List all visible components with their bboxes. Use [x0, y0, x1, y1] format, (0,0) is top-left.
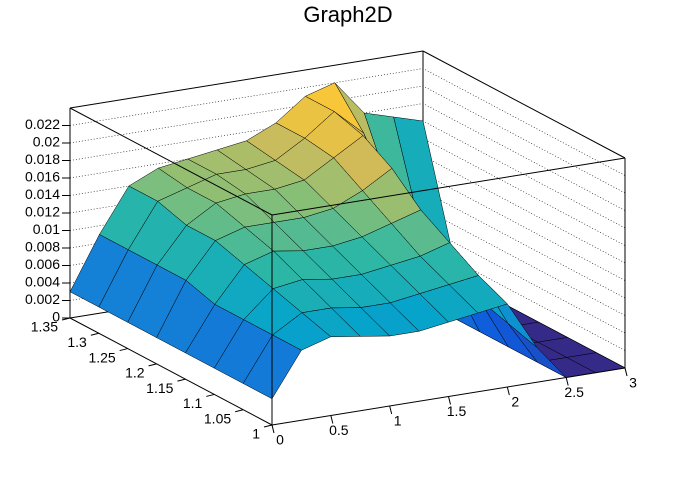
z-tick-label: 0.014 — [25, 186, 60, 202]
grid-line — [69, 103, 626, 211]
x-tick-label: 1 — [394, 413, 402, 429]
z-tick-label: 0.012 — [25, 204, 60, 220]
y-tick-label: 1.05 — [204, 410, 231, 426]
y-tick-label: 1.3 — [67, 334, 87, 350]
z-tick-label: 0.006 — [25, 256, 60, 272]
x-tick-label: 2.5 — [564, 384, 584, 400]
y-axis — [69, 317, 273, 426]
z-tick-label: 0.004 — [25, 274, 60, 290]
y-tick-label: 1.35 — [31, 319, 58, 335]
y-tick — [177, 378, 186, 382]
surface — [69, 82, 626, 399]
x-tick — [506, 386, 510, 396]
grid-line — [69, 68, 626, 176]
y-tick — [119, 348, 128, 352]
y-tick — [61, 317, 71, 321]
z-tick-label: 0.016 — [25, 169, 60, 185]
z-tick-label: 0.01 — [33, 221, 60, 237]
x-tick-label: 1.5 — [447, 403, 467, 419]
y-tick-label: 1.2 — [125, 365, 145, 381]
y-tick-label: 1.15 — [146, 380, 173, 396]
chart-title: Graph2D — [303, 2, 392, 27]
x-tick — [448, 396, 451, 405]
y-tick-label: 1 — [252, 426, 260, 442]
z-tick-label: 0.022 — [25, 116, 60, 132]
box-edge — [271, 157, 626, 216]
x-tick — [330, 415, 334, 424]
grid-line — [69, 85, 626, 194]
x-tick — [389, 405, 393, 415]
x-tick-label: 0.5 — [329, 422, 349, 438]
box-edge — [69, 107, 273, 216]
x-tick-label: 0 — [276, 432, 284, 448]
y-tick — [90, 332, 99, 336]
box-edge — [422, 50, 626, 159]
y-tick-label: 1.25 — [88, 349, 115, 365]
y-tick — [148, 363, 157, 367]
x-tick — [565, 377, 569, 386]
z-tick-label: 0.002 — [25, 291, 60, 307]
y-tick — [235, 409, 244, 413]
z-tick-label: 0.018 — [25, 151, 60, 167]
x-tick-label: 2 — [511, 394, 519, 410]
y-tick — [206, 393, 215, 397]
z-tick-label: 0 — [52, 309, 60, 325]
z-tick-label: 0.02 — [33, 134, 60, 150]
x-tick — [271, 424, 275, 434]
box-edge — [69, 50, 424, 109]
x-tick — [624, 367, 628, 377]
y-tick-label: 1.1 — [183, 395, 203, 411]
z-tick-label: 0.008 — [25, 239, 60, 255]
y-tick — [263, 424, 273, 428]
x-tick-label: 3 — [629, 375, 637, 391]
